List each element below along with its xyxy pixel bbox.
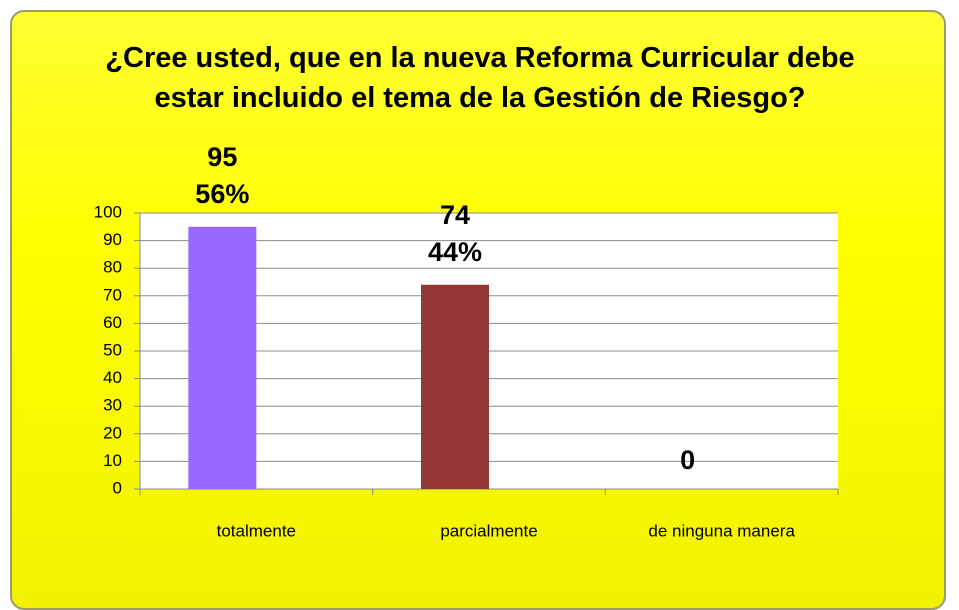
x-tick-label: de ninguna manera <box>648 521 795 540</box>
value-label: 95 <box>207 142 237 172</box>
percent-label: 44% <box>428 237 482 267</box>
y-tick-label: 90 <box>103 230 122 249</box>
y-tick-label: 30 <box>103 396 122 415</box>
y-tick-label: 70 <box>103 285 122 304</box>
y-tick-label: 50 <box>103 340 122 359</box>
y-tick-label: 10 <box>103 451 122 470</box>
x-tick-label: totalmente <box>217 521 296 540</box>
value-label: 0 <box>680 445 695 475</box>
y-tick-label: 40 <box>103 368 122 387</box>
x-tick-label: parcialmente <box>440 521 537 540</box>
y-tick-label: 60 <box>103 313 122 332</box>
value-label: 74 <box>440 200 470 230</box>
y-tick-label: 100 <box>94 202 122 221</box>
y-tick-label: 20 <box>103 423 122 442</box>
y-tick-label: 80 <box>103 258 122 277</box>
bar <box>421 284 489 489</box>
chart-title: ¿Cree usted, que en la nueva Reforma Cur… <box>105 42 855 114</box>
bar <box>188 226 257 490</box>
percent-label: 56% <box>195 179 249 209</box>
y-tick-label: 0 <box>113 478 122 497</box>
